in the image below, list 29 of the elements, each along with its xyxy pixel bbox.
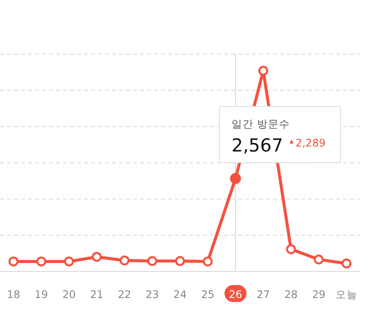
point bbox=[258, 66, 268, 76]
point bbox=[147, 256, 158, 266]
x-tick-label: 28 bbox=[284, 289, 298, 301]
annotation: 2,289 bbox=[296, 138, 326, 150]
point bbox=[230, 173, 241, 184]
point bbox=[64, 256, 74, 266]
x-tick-label: 29 bbox=[312, 289, 326, 301]
annotation: 일간 방문수 bbox=[232, 118, 290, 131]
point bbox=[314, 254, 324, 264]
point bbox=[175, 256, 185, 266]
x-tick-label: 20 bbox=[62, 289, 76, 301]
x-tick-label: 19 bbox=[34, 289, 48, 301]
point bbox=[36, 256, 46, 266]
point bbox=[342, 258, 352, 268]
point bbox=[202, 256, 213, 266]
x-tick-label: 오늘 bbox=[336, 289, 358, 301]
x-tick-label: 23 bbox=[146, 289, 159, 301]
x-tick-label: 24 bbox=[173, 289, 187, 301]
x-tick-label: 18 bbox=[6, 289, 20, 301]
annotation: 2,567 bbox=[232, 136, 284, 157]
point bbox=[8, 256, 18, 266]
x-tick-label: 21 bbox=[90, 289, 104, 301]
x-tick-label: 22 bbox=[118, 289, 132, 301]
x-tick-label: 25 bbox=[201, 289, 214, 301]
point bbox=[92, 252, 102, 262]
x-tick-label: 26 bbox=[228, 289, 242, 301]
x-tick-label: 27 bbox=[256, 289, 270, 301]
point bbox=[120, 255, 130, 266]
point bbox=[286, 244, 296, 254]
